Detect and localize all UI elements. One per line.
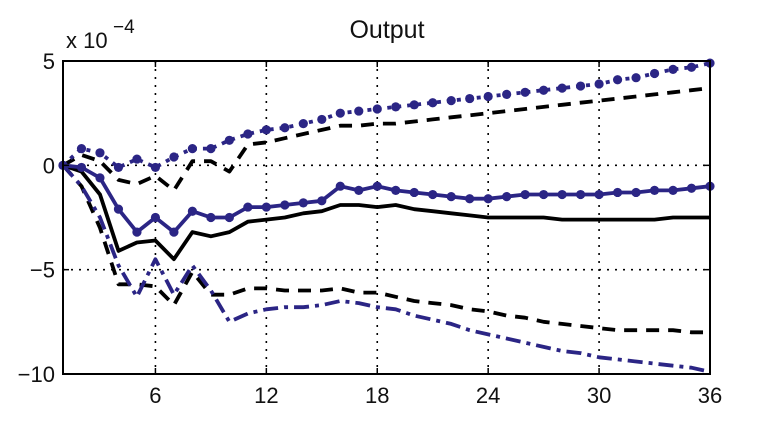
series-5-point (335, 108, 345, 118)
series-5-point (539, 85, 549, 95)
series-4-point (76, 162, 87, 173)
series-5-point (520, 87, 530, 97)
series-4-point (261, 202, 271, 212)
plot-frame (62, 60, 711, 375)
series-5-point (668, 64, 678, 74)
series-5-point (372, 104, 382, 114)
series-4-point (576, 189, 586, 200)
series-4-point (243, 202, 253, 212)
series-5-point (557, 83, 567, 93)
series-line-3 (61, 164, 710, 335)
series-5-point (483, 91, 493, 102)
series-4-point (298, 198, 308, 208)
series-5-point (113, 162, 124, 173)
y-tick-label: 0 (43, 153, 55, 178)
series-5-point (280, 123, 290, 133)
x-tick-label: 36 (698, 383, 722, 408)
series-4-point (612, 187, 623, 198)
series-4-point (224, 212, 234, 223)
series-4-point (668, 185, 678, 195)
series-5-point (261, 125, 271, 135)
series-4-point (428, 189, 438, 200)
series-5-point (169, 152, 179, 162)
series-4-point (317, 196, 327, 206)
series-4-point (391, 185, 401, 195)
series-4-point (465, 194, 475, 204)
series-5-point (612, 75, 623, 85)
series-5-point (502, 89, 512, 99)
series-4-point (649, 185, 660, 195)
series-4-point (372, 181, 382, 191)
series-4-point (132, 227, 142, 237)
series-4-point (557, 189, 567, 200)
series-5-point (686, 62, 697, 72)
series-5-point (150, 162, 161, 173)
x-tick-label: 18 (365, 383, 389, 408)
series-5-point (132, 154, 142, 164)
series-4-point (502, 192, 512, 202)
x-tick-label: 24 (476, 383, 500, 408)
series-4-point (594, 189, 604, 200)
series-4-point (206, 212, 216, 223)
series-5-point (243, 129, 253, 139)
series-4-point (686, 183, 697, 193)
series-5-point (409, 100, 419, 110)
series-4-point (631, 187, 641, 198)
series-4-point (335, 181, 345, 191)
series-5-point (95, 148, 105, 158)
series-5-point (446, 96, 456, 106)
series-5-point (224, 135, 234, 145)
series-4-point (95, 173, 105, 183)
series-5-point (187, 144, 197, 154)
series-5-point (354, 106, 364, 116)
series-4-point (150, 212, 161, 223)
series-5-point (576, 81, 586, 91)
series-4-point (409, 187, 419, 198)
series-4-point (483, 194, 493, 204)
series-5-point (76, 144, 87, 154)
axis-ticks: 6 12 18 24 30 36 5 0 −5 −10 (18, 49, 723, 408)
series-line-4 (62, 163, 711, 235)
series-5-point (317, 114, 327, 125)
x-tick-label: 30 (587, 383, 611, 408)
series-5-point (649, 68, 660, 79)
x-tick-label: 6 (149, 383, 161, 408)
series-5-point (631, 73, 641, 83)
series-5-point (428, 98, 438, 108)
series-lines (58, 58, 715, 374)
series-5-point (391, 102, 401, 112)
series-5-point (206, 144, 216, 154)
chart-title: Output (349, 16, 424, 44)
series-4-point (354, 185, 364, 195)
y-tick-label: 5 (43, 49, 55, 74)
series-5-point (465, 93, 475, 104)
series-line-5 (61, 61, 711, 170)
series-5-point (298, 119, 308, 129)
series-line-6 (61, 164, 711, 374)
series-4-point (520, 189, 530, 200)
x-tick-label: 12 (254, 383, 278, 408)
y-tick-label: −5 (30, 258, 55, 283)
series-line-1 (62, 163, 710, 262)
series-4-point (113, 204, 124, 214)
y-scale-label: x 10 (66, 28, 108, 53)
y-scale-exponent: −4 (113, 17, 135, 38)
series-5-point (594, 79, 604, 89)
series-4-point (187, 206, 197, 216)
series-4-point (446, 192, 456, 202)
series-4-point (280, 200, 290, 210)
grid-lines (63, 61, 710, 374)
series-line-2 (62, 86, 711, 193)
y-tick-label: −10 (18, 362, 55, 387)
series-4-point (539, 189, 549, 200)
series-4-point (169, 227, 179, 237)
